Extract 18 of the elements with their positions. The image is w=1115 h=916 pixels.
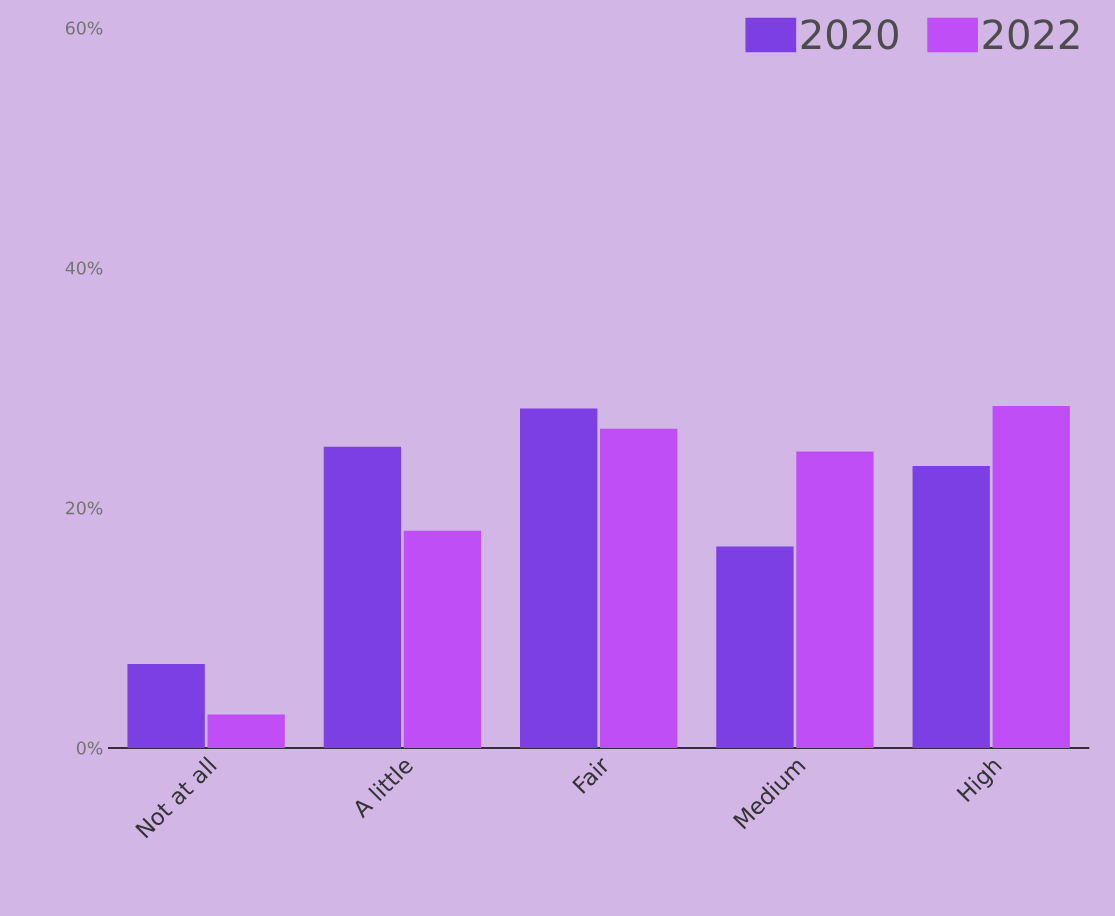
bar [403,530,482,748]
x-tick-label: Not at all [135,756,217,839]
bar [127,663,205,748]
y-tick-label: 0% [76,741,103,755]
bar [716,546,794,748]
bar [796,451,874,748]
legend-label: 2022 [983,19,1079,50]
bar [520,408,598,748]
legend-label: 2020 [801,19,898,50]
x-tick-label: Fair [572,757,608,794]
bar [912,465,990,748]
y-tick-label: 40% [65,261,103,275]
y-tick-label: 20% [66,501,103,515]
bar [992,405,1070,748]
bar [323,446,402,748]
y-tick-label: 60% [65,21,103,35]
bar [207,714,285,748]
bar [600,428,678,748]
